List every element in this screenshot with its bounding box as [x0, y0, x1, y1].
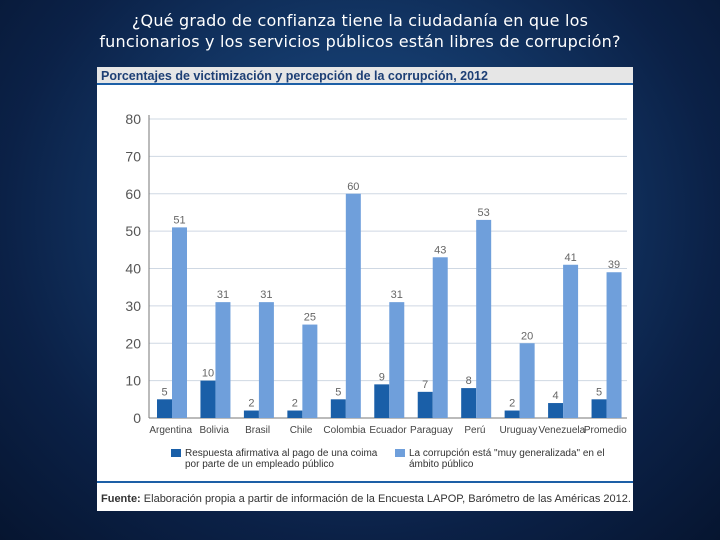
bar-series-2: [519, 343, 535, 418]
x-tick-label: Argentina: [149, 425, 192, 436]
chart-title: Porcentajes de victimización y percepció…: [97, 67, 633, 85]
slide-title-line-2: funcionarios y los servicios públicos es…: [99, 32, 621, 51]
data-label-series-1: 8: [466, 375, 472, 387]
chart-source-note: Fuente: Elaboración propia a partir de i…: [101, 493, 631, 505]
y-tick-label: 40: [125, 261, 141, 277]
bar-series-1: [330, 399, 346, 418]
bar-series-2: [606, 272, 622, 418]
data-label-series-1: 2: [509, 398, 515, 410]
data-label-series-1: 5: [161, 386, 167, 398]
data-label-series-1: 5: [335, 386, 341, 398]
legend-swatch-series-2: [395, 449, 405, 457]
data-label-series-1: 9: [379, 371, 385, 383]
data-label-series-2: 31: [217, 289, 229, 301]
data-label-series-2: 41: [564, 252, 576, 264]
data-label-series-1: 2: [248, 398, 254, 410]
bar-series-1: [504, 410, 520, 418]
bar-series-1: [200, 380, 216, 418]
x-tick-label: Venezuela: [538, 425, 585, 436]
y-tick-label: 70: [125, 148, 141, 164]
bar-series-2: [215, 302, 231, 418]
bar-series-1: [591, 399, 607, 418]
slide-title-line-1: ¿Qué grado de confianza tiene la ciudada…: [131, 11, 589, 30]
data-label-series-2: 31: [260, 289, 272, 301]
data-label-series-1: 5: [596, 386, 602, 398]
bar-series-1: [157, 399, 172, 418]
x-tick-label: Perú: [464, 425, 485, 436]
bar-series-1: [374, 384, 390, 418]
bar-series-2: [258, 302, 274, 418]
bar-series-1: [417, 391, 433, 418]
bar-series-2: [476, 219, 492, 418]
x-tick-label: Chile: [290, 425, 313, 436]
bar-series-2: [432, 257, 448, 418]
x-tick-label: Ecuador: [369, 425, 407, 436]
chart-legend: Respuesta afirmativa al pago de una coim…: [171, 448, 631, 478]
y-tick-label: 10: [125, 373, 141, 389]
data-label-series-2: 25: [304, 312, 316, 324]
bar-series-1: [243, 410, 259, 418]
data-label-series-2: 51: [173, 214, 185, 226]
y-tick-label: 0: [133, 410, 141, 426]
x-tick-label: Bolivia: [199, 425, 229, 436]
data-label-series-2: 60: [347, 181, 359, 193]
data-label-series-1: 7: [422, 379, 428, 391]
slide-title: ¿Qué grado de confianza tiene la ciudada…: [0, 10, 720, 52]
data-label-series-2: 20: [521, 330, 533, 342]
x-tick-label: Paraguay: [410, 425, 453, 436]
legend-swatch-series-1: [171, 449, 181, 457]
bar-series-2: [172, 227, 187, 418]
data-label-series-2: 53: [478, 207, 490, 219]
data-label-series-2: 43: [434, 244, 446, 256]
legend-label-series-1: Respuesta afirmativa al pago de una coim…: [185, 448, 378, 470]
y-tick-label: 80: [125, 111, 141, 127]
bar-series-1: [287, 410, 303, 418]
y-tick-label: 20: [125, 335, 141, 351]
bar-series-2: [389, 302, 405, 418]
bar-series-1: [461, 388, 477, 418]
x-tick-label: Colombia: [323, 425, 366, 436]
y-tick-label: 60: [125, 186, 141, 202]
data-label-series-1: 4: [553, 390, 559, 402]
bar-series-2: [302, 324, 318, 418]
data-label-series-2: 39: [608, 259, 620, 271]
bar-series-1: [548, 403, 564, 418]
x-tick-label: Promedio: [584, 425, 627, 436]
y-tick-label: 50: [125, 223, 141, 239]
data-label-series-1: 2: [292, 398, 298, 410]
bar-series-2: [345, 193, 361, 418]
y-tick-label: 30: [125, 298, 141, 314]
figure-divider: [97, 481, 633, 483]
bar-series-2: [563, 264, 579, 418]
source-label: Fuente:: [101, 493, 141, 505]
source-text: Elaboración propia a partir de informaci…: [140, 493, 631, 505]
data-label-series-2: 31: [391, 289, 403, 301]
x-tick-label: Uruguay: [499, 425, 537, 436]
x-tick-label: Brasil: [245, 425, 270, 436]
legend-label-series-2: La corrupción está "muy generalizada" en…: [409, 448, 605, 470]
bar-chart: 0 10 20 30 40 50 60 70 80 5 51 Argentina 10 31 Bolivia…: [125, 111, 627, 436]
data-label-series-1: 10: [202, 368, 214, 380]
chart-figure: Porcentajes de victimización y percepció…: [97, 67, 633, 511]
